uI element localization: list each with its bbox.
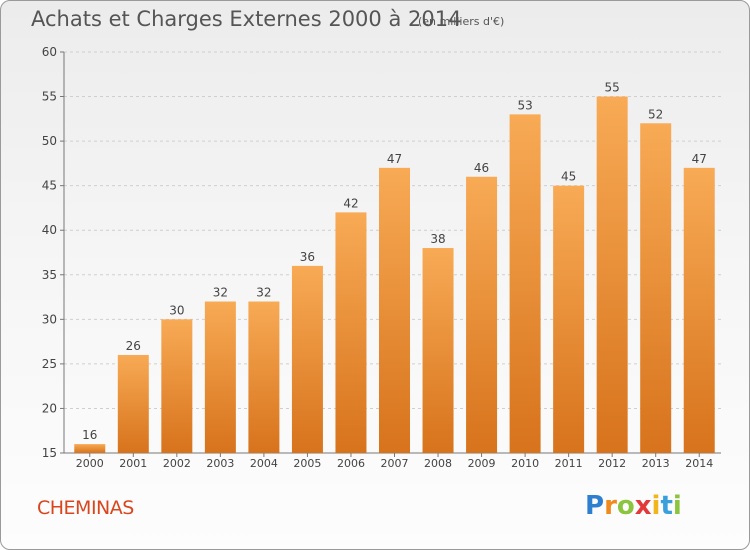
- bar: [553, 185, 585, 453]
- bar-value-label: 32: [213, 286, 228, 300]
- bar: [248, 301, 280, 453]
- x-tick-label: 2000: [76, 457, 104, 470]
- logo-letter: i: [651, 491, 661, 521]
- bar-value-label: 38: [430, 232, 445, 246]
- bar-value-label: 42: [343, 196, 358, 210]
- bar: [161, 319, 193, 453]
- y-tick-label: 50: [42, 134, 57, 148]
- bar-value-label: 16: [82, 428, 97, 442]
- bar: [74, 444, 106, 453]
- bar-value-label: 36: [300, 250, 315, 264]
- bar-value-label: 32: [256, 286, 271, 300]
- x-tick-label: 2013: [642, 457, 670, 470]
- bar: [379, 167, 410, 453]
- x-tick-label: 2004: [250, 457, 278, 470]
- bar: [117, 354, 149, 453]
- bar: [596, 96, 628, 454]
- x-tick-label: 2009: [468, 457, 496, 470]
- x-tick-label: 2010: [511, 457, 539, 470]
- logo-letter: o: [616, 491, 635, 521]
- x-tick-label: 2001: [119, 457, 147, 470]
- bar-value-label: 30: [169, 303, 184, 317]
- chart-title: Achats et Charges Externes 2000 à 2014: [31, 7, 462, 31]
- y-tick-label: 25: [42, 357, 57, 371]
- bar: [640, 123, 672, 454]
- proxiti-logo: Proxiti: [585, 491, 682, 521]
- x-tick-label: 2005: [293, 457, 321, 470]
- bar-value-label: 53: [517, 98, 532, 112]
- bar-value-label: 47: [387, 152, 402, 166]
- y-tick-label: 20: [42, 401, 57, 415]
- bar: [291, 265, 323, 453]
- x-tick-label: 2002: [163, 457, 191, 470]
- bar-value-label: 47: [692, 152, 707, 166]
- logo-letter: x: [634, 491, 652, 521]
- x-tick-label: 2007: [381, 457, 409, 470]
- chart-subtitle: (en milliers d'€): [418, 15, 505, 28]
- labels: 15 20 25 30 35 40 45 50 55 60 16 2000 26 2001 30 2002 32…: [42, 45, 714, 470]
- bar: [204, 301, 236, 453]
- y-tick-label: 45: [42, 179, 57, 193]
- bar-value-label: 52: [648, 107, 663, 121]
- y-tick-label: 60: [42, 45, 57, 59]
- bar-value-label: 46: [474, 161, 489, 175]
- x-tick-label: 2014: [685, 457, 713, 470]
- y-tick-label: 30: [42, 312, 57, 326]
- logo-letter: P: [585, 491, 605, 521]
- bar: [335, 212, 367, 453]
- logo-letter: r: [604, 491, 617, 521]
- y-tick-label: 15: [42, 446, 57, 460]
- logo-letter: i: [672, 491, 682, 521]
- bar: [509, 114, 541, 453]
- y-tick-label: 55: [42, 90, 57, 104]
- bars: [74, 96, 715, 454]
- y-tick-label: 40: [42, 223, 57, 237]
- x-tick-label: 2003: [206, 457, 234, 470]
- bar: [422, 248, 454, 453]
- bar: [466, 176, 498, 453]
- x-tick-label: 2006: [337, 457, 365, 470]
- bar-value-label: 45: [561, 170, 576, 184]
- x-tick-label: 2012: [598, 457, 626, 470]
- bar-value-label: 26: [126, 339, 141, 353]
- x-tick-label: 2011: [555, 457, 583, 470]
- commune-name: CHEMINAS: [37, 497, 134, 519]
- bar: [683, 167, 715, 453]
- logo-letter: t: [660, 491, 673, 521]
- x-tick-label: 2008: [424, 457, 452, 470]
- y-tick-label: 35: [42, 268, 57, 282]
- bar-value-label: 55: [605, 81, 620, 95]
